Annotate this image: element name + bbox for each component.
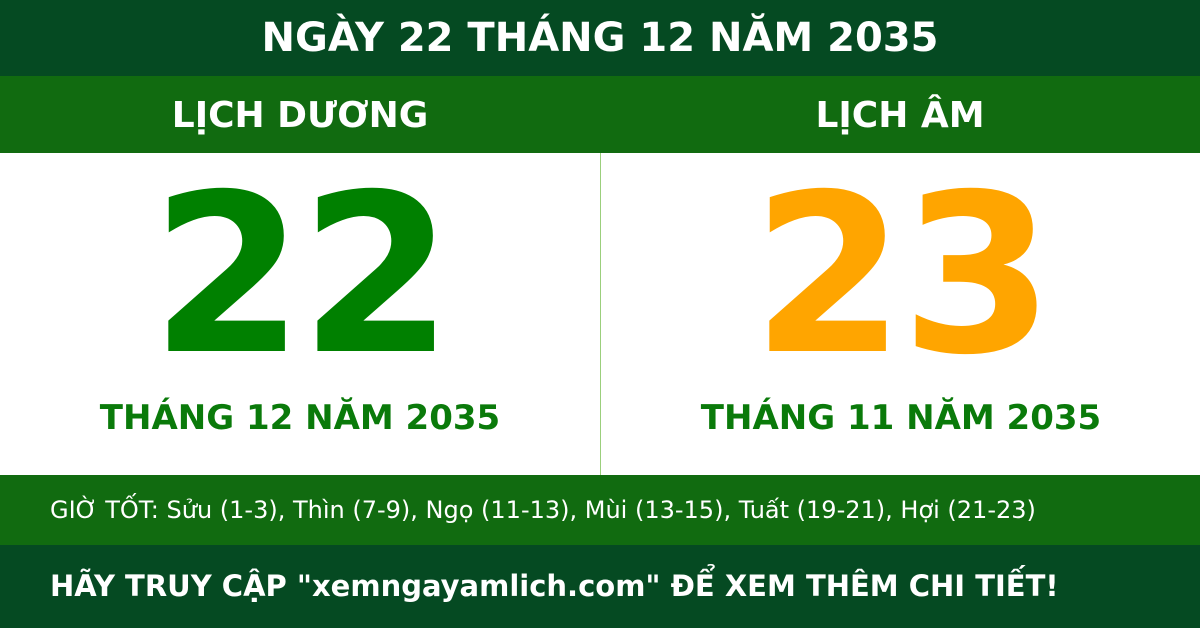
lunar-day: 23 (751, 147, 1054, 403)
page-title: NGÀY 22 THÁNG 12 NĂM 2035 (0, 0, 1200, 76)
solar-heading: LỊCH DƯƠNG (171, 95, 429, 136)
solar-month-year: THÁNG 12 NĂM 2035 (99, 398, 501, 438)
footer-cta: HÃY TRUY CẬP "xemngayamlich.com" ĐỂ XEM … (0, 545, 1200, 628)
divider (600, 153, 601, 475)
solar-panel: 22 THÁNG 12 NĂM 2035 (0, 153, 600, 475)
solar-day: 22 (150, 147, 453, 403)
good-hours: GIỜ TỐT: Sửu (1-3), Thìn (7-9), Ngọ (11-… (0, 475, 1200, 545)
lunar-heading: LỊCH ÂM (815, 95, 985, 136)
lunar-month-year: THÁNG 11 NĂM 2035 (700, 398, 1102, 438)
lunar-panel: 23 THÁNG 11 NĂM 2035 (601, 153, 1200, 475)
calendar-headers: LỊCH DƯƠNG LỊCH ÂM (0, 76, 1200, 153)
